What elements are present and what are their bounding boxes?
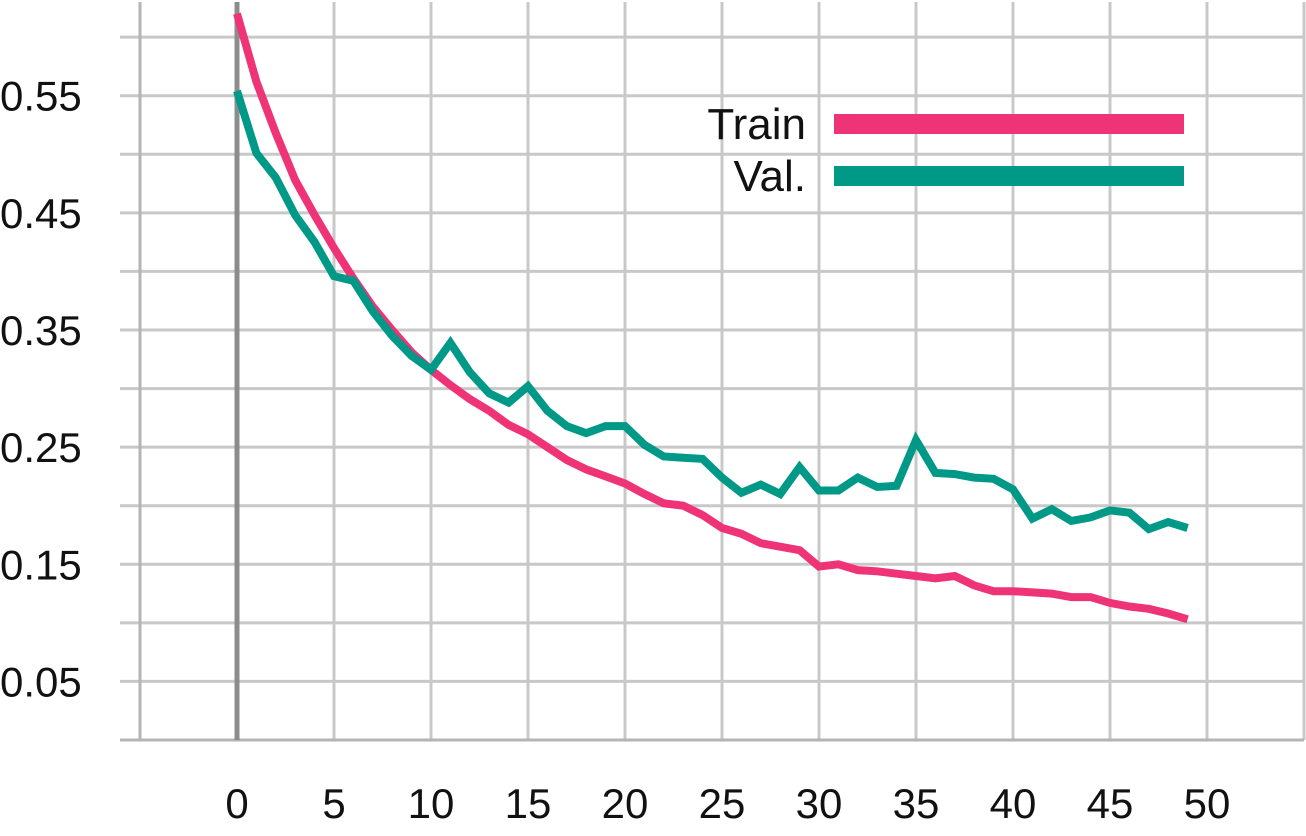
y-tick-label: 0.45 xyxy=(0,190,82,237)
y-tick-label: 0.05 xyxy=(0,658,82,705)
x-tick-label: 25 xyxy=(699,780,746,827)
x-tick-label: 10 xyxy=(408,780,455,827)
series-line-val xyxy=(233,89,1189,534)
x-tick-label: 15 xyxy=(505,780,552,827)
legend-item-train: Train xyxy=(707,100,1184,149)
legend-item-val: Val. xyxy=(733,152,1184,201)
series-lines xyxy=(233,12,1189,624)
y-tick-label: 0.25 xyxy=(0,424,82,471)
y-tick-label: 0.15 xyxy=(0,541,82,588)
y-tick-label: 0.35 xyxy=(0,307,82,354)
tick-labels: 0 5 10 15 20 25 30 35 40 45 50 0.05 0.15 0.25 0.35 0.45… xyxy=(0,73,1230,827)
x-tick-label: 0 xyxy=(225,780,248,827)
y-tick-label: 0.55 xyxy=(0,73,82,120)
x-tick-label: 50 xyxy=(1184,780,1231,827)
x-tick-label: 30 xyxy=(796,780,843,827)
legend-label: Val. xyxy=(733,152,806,201)
x-tick-label: 5 xyxy=(322,780,345,827)
x-tick-label: 20 xyxy=(602,780,649,827)
x-tick-label: 40 xyxy=(990,780,1037,827)
x-tick-label: 35 xyxy=(893,780,940,827)
axes xyxy=(120,2,1304,742)
legend-label: Train xyxy=(707,100,806,149)
x-tick-label: 45 xyxy=(1087,780,1134,827)
